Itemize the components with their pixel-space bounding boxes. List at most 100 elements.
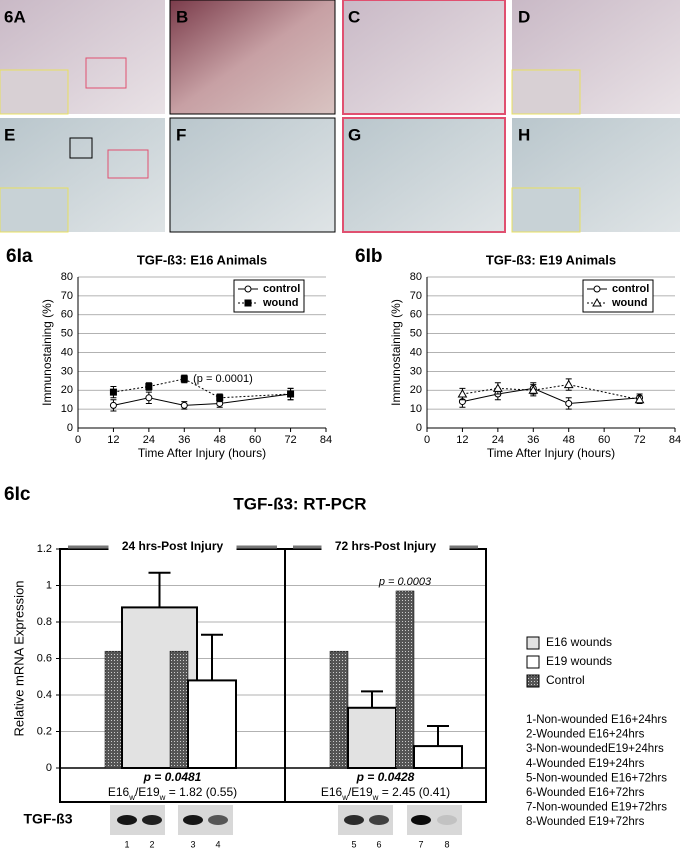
legend-swatch (526, 655, 540, 669)
gel-band (142, 815, 162, 825)
y-tick-label: 40 (61, 346, 73, 358)
y-tick-label: 70 (410, 290, 422, 302)
gel-band (369, 815, 389, 825)
y-tick-label: 80 (410, 271, 422, 283)
bar (395, 590, 415, 769)
bar (169, 650, 189, 769)
lane-key: 1-Non-wounded E16+24hrs (526, 714, 667, 726)
lane-key: 7-Non-wounded E19+72hrs (526, 802, 667, 814)
y-tick-label: 50 (410, 328, 422, 340)
micrograph (342, 117, 506, 233)
error-bar (148, 571, 171, 608)
point (180, 401, 188, 409)
y-tick-label: 1.2 (37, 543, 52, 555)
y-tick-label: 50 (61, 328, 73, 340)
lane-number: 7 (418, 839, 423, 849)
y-tick-label: 80 (61, 271, 73, 283)
point (287, 390, 295, 398)
lane-key: 2-Wounded E16+24hrs (526, 729, 645, 741)
error-bar (201, 633, 223, 681)
inset (0, 69, 69, 115)
ratio-part: w (128, 793, 135, 802)
panel-label: 6A (4, 7, 26, 26)
point (593, 285, 601, 293)
ratio-part: E16 (108, 785, 130, 799)
point (216, 394, 224, 402)
y-tick-label: 0 (67, 422, 73, 434)
legend-box (233, 279, 305, 313)
bar (187, 679, 237, 770)
error-bar (361, 690, 383, 708)
point (634, 394, 645, 404)
inset (511, 69, 581, 115)
chart-title: TGF-ß3: E19 Animals (486, 252, 616, 267)
y-tick-label: 0.2 (37, 725, 52, 737)
y-axis-label: Relative mRNA Expression (11, 580, 26, 736)
legend-label: E16 wounds (546, 635, 612, 649)
y-axis-label: Immunostaining (%) (389, 299, 403, 406)
y-tick-label: 20 (410, 384, 422, 396)
x-tick-label: 60 (249, 434, 261, 446)
x-tick-label: 48 (214, 434, 226, 446)
roi-box (69, 137, 93, 159)
ratio: E16w/E19w = 1.82 (0.55) (108, 785, 237, 801)
legend-label: wound (611, 297, 647, 309)
group-label-bg (108, 539, 237, 555)
x-axis-label: Time After Injury (hours) (487, 446, 615, 460)
p-value: p = 0.0428 (356, 770, 415, 784)
ratio-part: w (341, 793, 348, 802)
x-tick-label: 12 (456, 434, 468, 446)
roi-box (107, 149, 149, 179)
point (145, 382, 153, 390)
panel-label: 6Ic (4, 484, 31, 505)
legend-label: control (263, 283, 300, 295)
error-bar (427, 725, 449, 747)
micrograph (342, 0, 506, 115)
chart-title: TGF-ß3: RT-PCR (233, 494, 366, 513)
y-tick-label: 30 (61, 365, 73, 377)
ratio: E16w/E19w = 2.45 (0.41) (321, 785, 450, 801)
gel-band (344, 815, 364, 825)
bar (329, 650, 349, 769)
bar (104, 650, 123, 769)
chart-title: TGF-ß3: E16 Animals (137, 252, 267, 267)
bar (347, 706, 397, 770)
group-label: 24 hrs-Post Injury (122, 539, 224, 553)
x-tick-label: 24 (143, 434, 155, 446)
ratio-part: = 1.82 (0.55) (165, 785, 237, 799)
y-tick-label: 60 (61, 309, 73, 321)
y-tick-label: 10 (410, 403, 422, 415)
lane-key: 6-Wounded E16+72hrs (526, 787, 645, 799)
x-tick-label: 72 (633, 434, 645, 446)
series-line (462, 384, 640, 401)
ratio-part: w (372, 793, 379, 802)
gel-band (208, 815, 228, 825)
lane-key: 5-Non-wounded E16+72hrs (526, 772, 667, 784)
panel-label: B (176, 7, 188, 26)
y-tick-label: 0.4 (37, 689, 52, 701)
p-value: p = 0.0481 (143, 770, 202, 784)
gel-band (183, 815, 203, 825)
group-label-bg (321, 539, 450, 555)
point (180, 375, 188, 383)
inset (511, 187, 581, 233)
ratio-part: w (159, 793, 166, 802)
lane-number: 1 (124, 839, 129, 849)
y-axis-label: Immunostaining (%) (40, 299, 54, 406)
point (563, 379, 574, 389)
ratio-part: E16 (321, 785, 343, 799)
gel-label: TGF-ß3 (24, 811, 73, 827)
y-tick-label: 70 (61, 290, 73, 302)
y-tick-label: 1 (46, 579, 52, 591)
y-tick-label: 0 (416, 422, 422, 434)
micrograph (169, 0, 336, 115)
point (145, 394, 153, 402)
lane-number: 2 (149, 839, 154, 849)
point (244, 285, 252, 293)
inset (0, 187, 69, 233)
panel-label: D (518, 7, 530, 26)
panel-label: E (4, 125, 15, 144)
lane-number: 6 (376, 839, 381, 849)
legend-swatch (526, 674, 540, 688)
